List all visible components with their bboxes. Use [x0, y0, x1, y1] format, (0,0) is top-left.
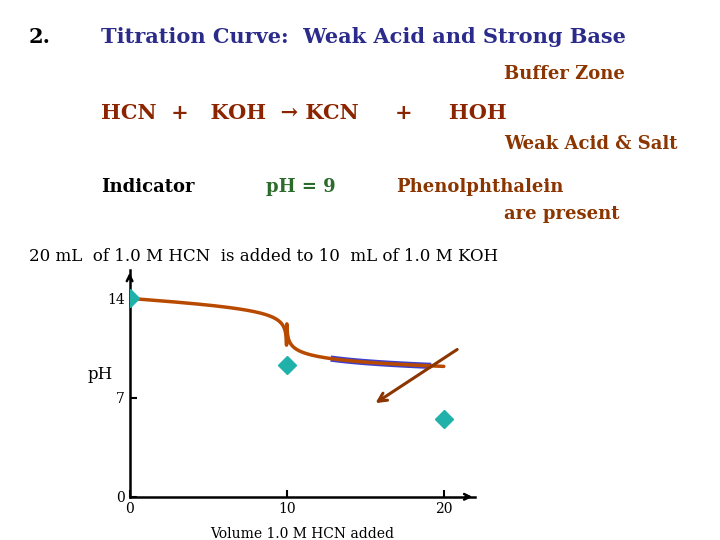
Text: Indicator: Indicator — [101, 178, 194, 196]
Text: Weak Acid & Salt: Weak Acid & Salt — [504, 135, 678, 153]
Text: 2.: 2. — [29, 27, 51, 47]
Text: Buffer Zone: Buffer Zone — [504, 65, 625, 83]
X-axis label: Volume 1.0 M HCN added: Volume 1.0 M HCN added — [210, 527, 395, 540]
Y-axis label: pH: pH — [87, 367, 112, 383]
Text: HCN  +   KOH  → KCN     +     HOH: HCN + KOH → KCN + HOH — [101, 103, 507, 123]
Text: are present: are present — [504, 205, 619, 223]
Text: pH = 9: pH = 9 — [266, 178, 336, 196]
Text: Phenolphthalein: Phenolphthalein — [396, 178, 563, 196]
Text: Titration Curve:  Weak Acid and Strong Base: Titration Curve: Weak Acid and Strong Ba… — [101, 27, 626, 47]
Text: 20 mL  of 1.0 M HCN  is added to 10  mL of 1.0 M KOH: 20 mL of 1.0 M HCN is added to 10 mL of … — [29, 248, 498, 265]
